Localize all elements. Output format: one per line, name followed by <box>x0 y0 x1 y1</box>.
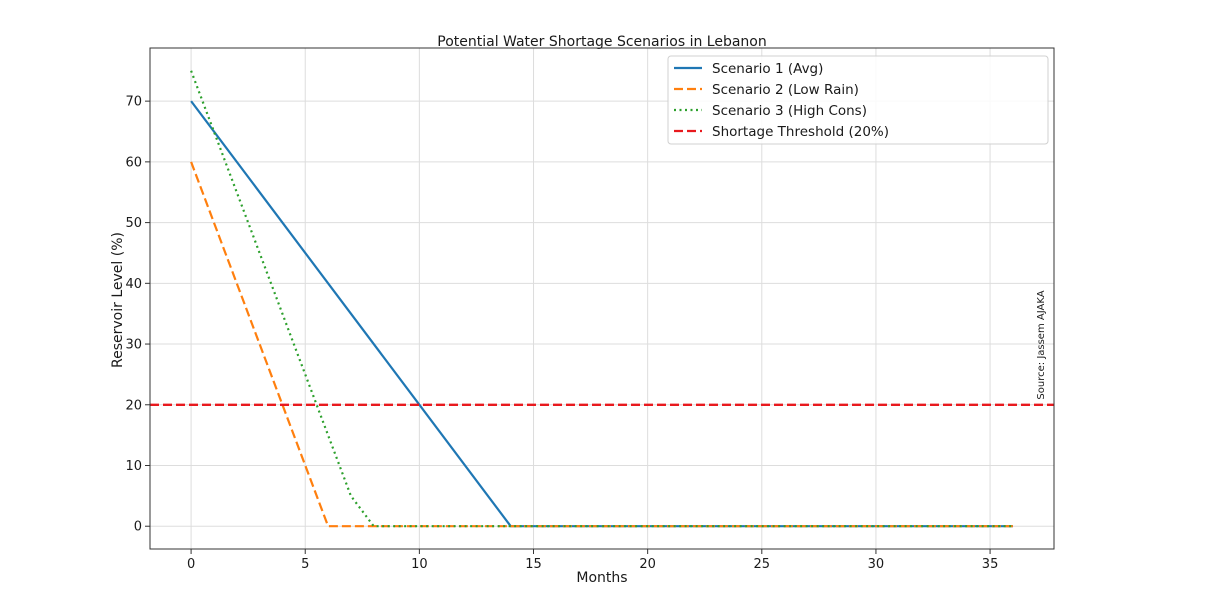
source-annotation: Source: Jassem AJAKA <box>1036 290 1047 399</box>
x-tick-label: 30 <box>868 557 885 572</box>
y-tick-label: 70 <box>125 95 142 110</box>
chart-title: Potential Water Shortage Scenarios in Le… <box>437 34 766 50</box>
x-tick-label: 5 <box>301 557 309 572</box>
legend-label: Shortage Threshold (20%) <box>712 124 889 140</box>
y-axis-label: Reservoir Level (%) <box>110 232 126 368</box>
x-tick-label: 0 <box>187 557 195 572</box>
series-lines <box>150 70 1054 528</box>
series-line-3 <box>190 70 1013 528</box>
legend-label: Scenario 1 (Avg) <box>712 61 823 77</box>
y-tick-label: 50 <box>125 216 142 231</box>
x-tick-label: 35 <box>982 557 999 572</box>
x-axis-label: Months <box>576 570 627 586</box>
y-tick-label: 30 <box>125 338 142 353</box>
x-tick-label: 20 <box>639 557 656 572</box>
x-tick-label: 25 <box>754 557 771 572</box>
axis-ticks: 0 5 10 15 20 25 30 35 0 10 20 30 40 50 60 70 <box>125 95 998 572</box>
y-tick-label: 60 <box>125 155 142 170</box>
legend: Scenario 1 (Avg) Scenario 2 (Low Rain) Sce… <box>667 55 1049 145</box>
legend-label: Scenario 3 (High Cons) <box>712 103 867 119</box>
legend-label: Scenario 2 (Low Rain) <box>712 82 859 98</box>
plot-frame <box>149 47 1055 550</box>
x-tick-label: 15 <box>525 557 542 572</box>
y-tick-label: 10 <box>125 459 142 474</box>
y-tick-label: 40 <box>125 277 142 292</box>
legend-box <box>667 55 1049 145</box>
y-tick-label: 0 <box>134 520 142 535</box>
x-tick-label: 10 <box>411 557 428 572</box>
y-tick-label: 20 <box>125 398 142 413</box>
